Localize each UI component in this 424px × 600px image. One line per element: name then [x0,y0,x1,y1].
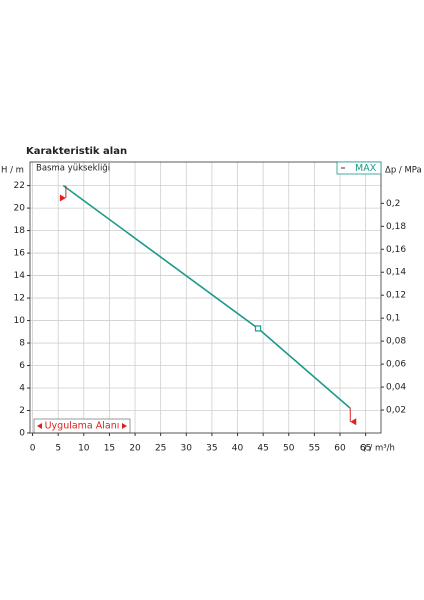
grid [30,162,381,434]
y-tick-label: 16 [14,249,26,259]
y-tick-label: 8 [19,339,25,349]
x-tick-label: 35 [206,444,217,454]
x-tick-label: 60 [334,444,346,454]
y-tick-label: 2 [19,406,25,416]
y-sublabel: Basma yüksekliği [36,164,110,174]
y2-tick-label: 0,1 [386,314,400,324]
y2-tick-label: 0,2 [386,199,400,209]
x-tick-label: 10 [78,444,90,454]
annotation-box: Uygulama Alanı [33,418,131,434]
y-tick-label: 20 [14,204,26,214]
legend: MAX [336,161,382,175]
y-axis-label: H / m [1,166,24,176]
y-tick-label: 22 [14,181,25,191]
y2-tick-label: 0,16 [386,245,406,255]
y-tick-label: 12 [14,294,25,304]
x-tick-label: 0 [30,444,36,454]
y-tick-label: 4 [19,384,25,394]
y2-tick-label: 0,18 [386,222,406,232]
point-marker [254,325,262,332]
x-tick-label: 45 [257,444,268,454]
y-tick-label: 6 [19,361,25,371]
y2-axis-label: Δp / MPa [385,166,422,176]
chart-title: Karakteristik alan [26,146,127,157]
y-tick-label: 14 [14,271,26,281]
limit-marker [350,418,357,426]
x-tick-label: 65 [360,444,371,454]
x-tick-label: 55 [309,444,320,454]
annotation: Uygulama Alanı [45,421,120,432]
y-tick-label: 18 [14,226,26,236]
y2-tick-label: 0,04 [386,383,406,393]
x-tick-label: 15 [104,444,115,454]
y-tick-label: 0 [19,429,25,439]
y2-tick-label: 0,08 [386,337,406,347]
y-tick-label: 10 [14,316,26,326]
x-tick-label: 20 [129,444,141,454]
legend-frame [336,161,382,175]
x-tick-label: 25 [155,444,166,454]
limit-marker [59,194,66,202]
y2-tick-label: 0,02 [386,406,406,416]
legend-label: MAX [355,163,377,174]
series-line [62,184,351,409]
x-axis-label: Q / m³/h [360,444,395,454]
y2-tick-label: 0,06 [386,360,406,370]
plot-frame [29,161,382,434]
y2-tick-label: 0,14 [386,268,406,278]
x-tick-label: 50 [283,444,295,454]
x-tick-label: 5 [55,444,61,454]
x-tick-label: 40 [232,444,244,454]
x-tick-label: 30 [181,444,193,454]
y2-tick-label: 0,12 [386,291,406,301]
